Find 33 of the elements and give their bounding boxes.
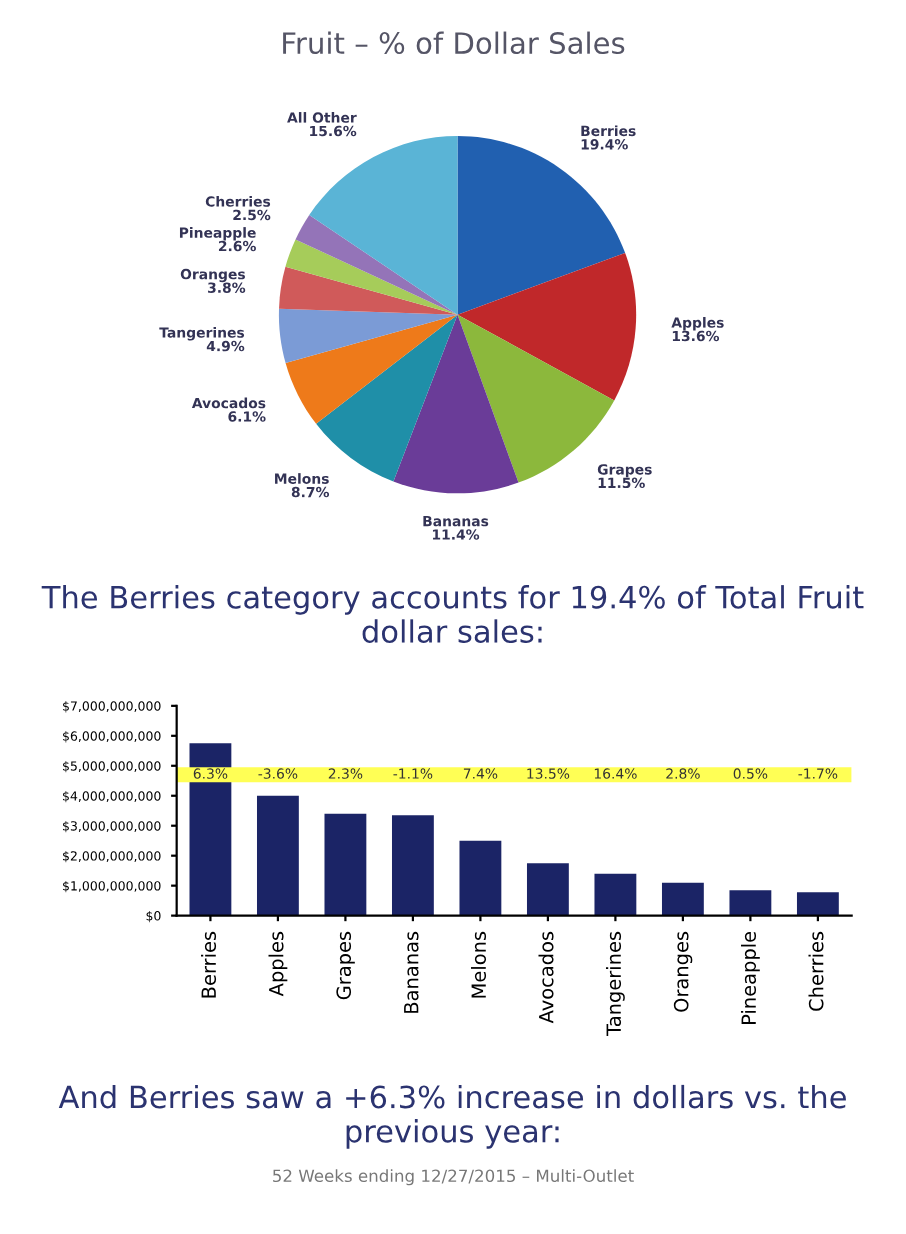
- x-tick-label: Bananas: [404, 931, 419, 1013]
- pie-slice: [457, 252, 637, 401]
- pie-slice: [285, 314, 458, 424]
- x-tick-label: Avocados: [538, 931, 554, 1024]
- pie-slice: [309, 136, 458, 315]
- x-tick-label: Melons: [471, 931, 487, 998]
- x-tick-label: Tangerines: [605, 931, 625, 1036]
- bar: [661, 882, 704, 916]
- x-tick-label: Cherries: [808, 931, 824, 1011]
- pie-slice: [285, 239, 458, 315]
- chart-title: The Berries category accounts for 19.4% of Total Fruit dollar sales:: [41, 585, 864, 643]
- bar: [729, 890, 772, 916]
- pie-slice: [457, 136, 626, 315]
- bar: [796, 892, 839, 916]
- text: 52 Weeks ending 12/27/2015 – Multi-Outlet: [273, 1169, 634, 1186]
- pie-slice: [295, 215, 458, 315]
- bar: [594, 873, 637, 916]
- x-tick-label: Pineapple: [740, 931, 760, 1024]
- x-tick-label: Oranges: [673, 931, 693, 1012]
- x-tick-label: Apples: [268, 931, 288, 997]
- bar: [391, 815, 434, 916]
- bar: [189, 743, 232, 916]
- bar: [324, 813, 367, 916]
- bar: [526, 863, 569, 916]
- x-tick-label: Grapes: [336, 931, 355, 1000]
- pie-slice: [278, 308, 458, 364]
- chart-title: Fruit – % of Dollar Sales: [283, 31, 625, 55]
- x-tick-label: Berries: [201, 931, 217, 998]
- pie-slice: [278, 266, 458, 315]
- bar: [459, 840, 502, 916]
- text: And Berries saw a +6.3% increase in dollars vs. the previous year:: [58, 1084, 846, 1149]
- pie-slice: [393, 314, 519, 494]
- bar: [256, 795, 299, 916]
